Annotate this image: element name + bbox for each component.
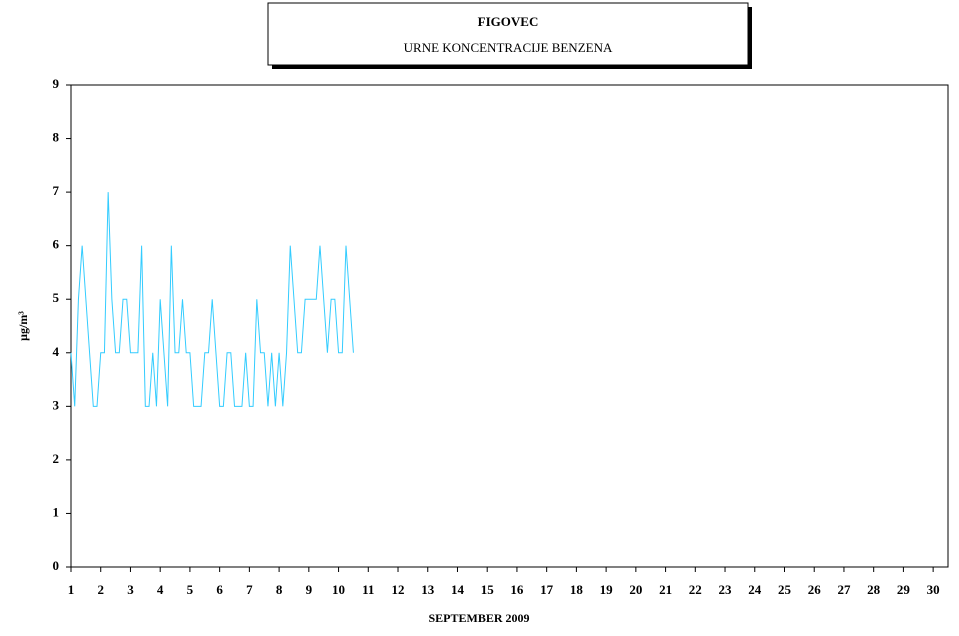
x-tick-label: 12 <box>392 582 405 597</box>
x-tick-label: 19 <box>600 582 614 597</box>
x-tick-label: 2 <box>97 582 104 597</box>
x-tick-label: 26 <box>808 582 822 597</box>
x-tick-label: 20 <box>629 582 642 597</box>
chart-title: FIGOVEC <box>478 14 539 29</box>
x-tick-label: 16 <box>510 582 524 597</box>
chart-subtitle: URNE KONCENTRACIJE BENZENA <box>404 40 613 55</box>
y-tick-label: 3 <box>53 397 60 412</box>
x-tick-label: 11 <box>362 582 374 597</box>
x-tick-label: 8 <box>276 582 283 597</box>
y-tick-label: 4 <box>53 344 60 359</box>
x-tick-label: 13 <box>421 582 435 597</box>
x-tick-label: 14 <box>451 582 465 597</box>
x-tick-label: 5 <box>187 582 194 597</box>
x-tick-label: 3 <box>127 582 134 597</box>
x-tick-label: 28 <box>867 582 881 597</box>
x-axis-label: SEPTEMBER 2009 <box>428 611 529 625</box>
x-tick-label: 6 <box>216 582 223 597</box>
y-tick-label: 6 <box>53 237 60 252</box>
x-tick-label: 27 <box>837 582 851 597</box>
x-tick-label: 4 <box>157 582 164 597</box>
title-box <box>267 2 749 66</box>
x-tick-label: 10 <box>332 582 345 597</box>
x-tick-label: 9 <box>306 582 313 597</box>
x-tick-label: 23 <box>719 582 733 597</box>
y-tick-label: 1 <box>53 504 60 519</box>
x-tick-label: 25 <box>778 582 792 597</box>
x-tick-label: 21 <box>659 582 672 597</box>
y-tick-label: 2 <box>53 451 60 466</box>
data-line <box>70 192 354 407</box>
x-tick-label: 24 <box>748 582 762 597</box>
y-tick-label: 0 <box>53 558 60 573</box>
x-tick-label: 7 <box>246 582 253 597</box>
x-tick-label: 29 <box>897 582 911 597</box>
y-tick-label: 7 <box>53 183 60 198</box>
y-axis-label: μg/m³ <box>16 311 30 341</box>
x-tick-label: 17 <box>540 582 554 597</box>
y-tick-label: 5 <box>53 290 60 305</box>
x-tick-label: 30 <box>927 582 940 597</box>
x-tick-label: 22 <box>689 582 702 597</box>
y-tick-label: 9 <box>53 76 60 91</box>
x-tick-label: 18 <box>570 582 584 597</box>
x-tick-label: 15 <box>481 582 495 597</box>
x-tick-label: 1 <box>68 582 75 597</box>
y-tick-label: 8 <box>53 130 60 145</box>
plot-frame <box>70 84 949 568</box>
